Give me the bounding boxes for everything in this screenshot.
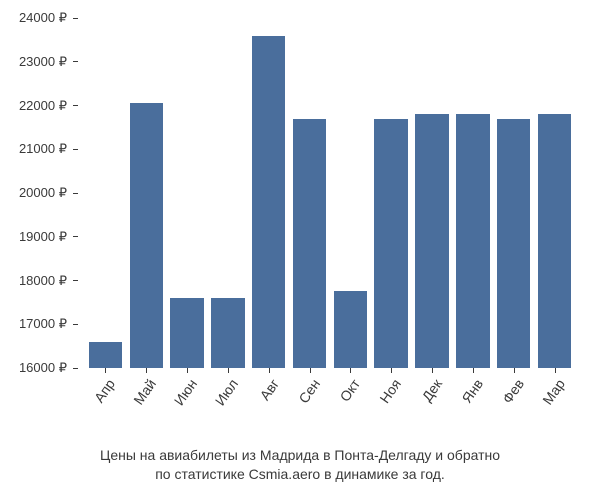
x-tick-label: Дек [419, 376, 446, 404]
price-bar-chart: 16000 ₽17000 ₽18000 ₽19000 ₽20000 ₽21000… [85, 18, 575, 368]
y-tick-label: 16000 ₽ [19, 360, 73, 376]
bar [456, 114, 489, 368]
x-tick-mark [432, 368, 433, 373]
y-tick: 18000 ₽ [19, 273, 78, 289]
plot-area: 16000 ₽17000 ₽18000 ₽19000 ₽20000 ₽21000… [85, 18, 575, 368]
y-tick-label: 21000 ₽ [19, 141, 73, 157]
x-tick-label: Апр [91, 376, 118, 405]
caption-line-2: по статистике Csmia.aero в динамике за г… [0, 465, 600, 485]
y-tick: 20000 ₽ [19, 185, 78, 201]
bar-slot [207, 18, 248, 368]
y-tick: 16000 ₽ [19, 360, 78, 376]
bar [415, 114, 448, 368]
y-axis: 16000 ₽17000 ₽18000 ₽19000 ₽20000 ₽21000… [0, 18, 78, 368]
x-tick-mark [555, 368, 556, 373]
bar [252, 36, 285, 369]
x-tick-mark [310, 368, 311, 373]
y-tick-mark [73, 324, 78, 325]
bar [89, 342, 122, 368]
x-tick-label: Ноя [377, 376, 405, 406]
x-tick-label: Май [130, 376, 159, 408]
y-tick-mark [73, 368, 78, 369]
x-tick-label: Авг [256, 376, 282, 403]
caption-line-1: Цены на авиабилеты из Мадрида в Понта-Де… [0, 446, 600, 466]
bar-slot [493, 18, 534, 368]
x-tick-mark [228, 368, 229, 373]
x-tick-mark [187, 368, 188, 373]
x-tick-mark [391, 368, 392, 373]
bar [538, 114, 571, 368]
y-tick: 22000 ₽ [19, 98, 78, 114]
y-tick-label: 20000 ₽ [19, 185, 73, 201]
y-tick-mark [73, 61, 78, 62]
y-tick: 24000 ₽ [19, 10, 78, 26]
x-tick-mark [350, 368, 351, 373]
bar-slot [248, 18, 289, 368]
y-tick-label: 19000 ₽ [19, 229, 73, 245]
x-tick-label: Фев [499, 376, 527, 406]
y-tick: 19000 ₽ [19, 229, 78, 245]
bar-slot [330, 18, 371, 368]
x-tick-mark [473, 368, 474, 373]
bar-slot [534, 18, 575, 368]
x-tick-label: Мар [539, 376, 568, 408]
bar [293, 119, 326, 368]
bar [497, 119, 530, 368]
bar-slot [289, 18, 330, 368]
bar-slot [371, 18, 412, 368]
bar-slot [452, 18, 493, 368]
y-tick-mark [73, 105, 78, 106]
x-tick-mark [269, 368, 270, 373]
y-tick: 21000 ₽ [19, 141, 78, 157]
y-tick-label: 17000 ₽ [19, 316, 73, 332]
y-tick-label: 18000 ₽ [19, 273, 73, 289]
x-tick-label: Июн [171, 376, 200, 408]
x-tick-label: Июл [212, 376, 241, 408]
bar-slot [412, 18, 453, 368]
y-tick-mark [73, 149, 78, 150]
x-tick-mark [146, 368, 147, 373]
y-tick-label: 23000 ₽ [19, 54, 73, 70]
bar [374, 119, 407, 368]
y-tick-mark [73, 193, 78, 194]
y-tick: 23000 ₽ [19, 54, 78, 70]
y-tick-mark [73, 18, 78, 19]
bar-slot [85, 18, 126, 368]
bar-slot [167, 18, 208, 368]
x-tick-label: Окт [337, 376, 364, 405]
bars-group [85, 18, 575, 368]
bar [130, 103, 163, 368]
x-tick-label: Сен [295, 376, 323, 406]
y-tick-mark [73, 236, 78, 237]
bar [170, 298, 203, 368]
bar-slot [126, 18, 167, 368]
y-tick: 17000 ₽ [19, 316, 78, 332]
x-tick-mark [105, 368, 106, 373]
bar [211, 298, 244, 368]
y-tick-label: 22000 ₽ [19, 98, 73, 114]
y-tick-mark [73, 280, 78, 281]
x-tick-label: Янв [458, 376, 486, 406]
chart-caption: Цены на авиабилеты из Мадрида в Понта-Де… [0, 446, 600, 485]
bar [334, 291, 367, 368]
y-tick-label: 24000 ₽ [19, 10, 73, 26]
x-tick-mark [514, 368, 515, 373]
